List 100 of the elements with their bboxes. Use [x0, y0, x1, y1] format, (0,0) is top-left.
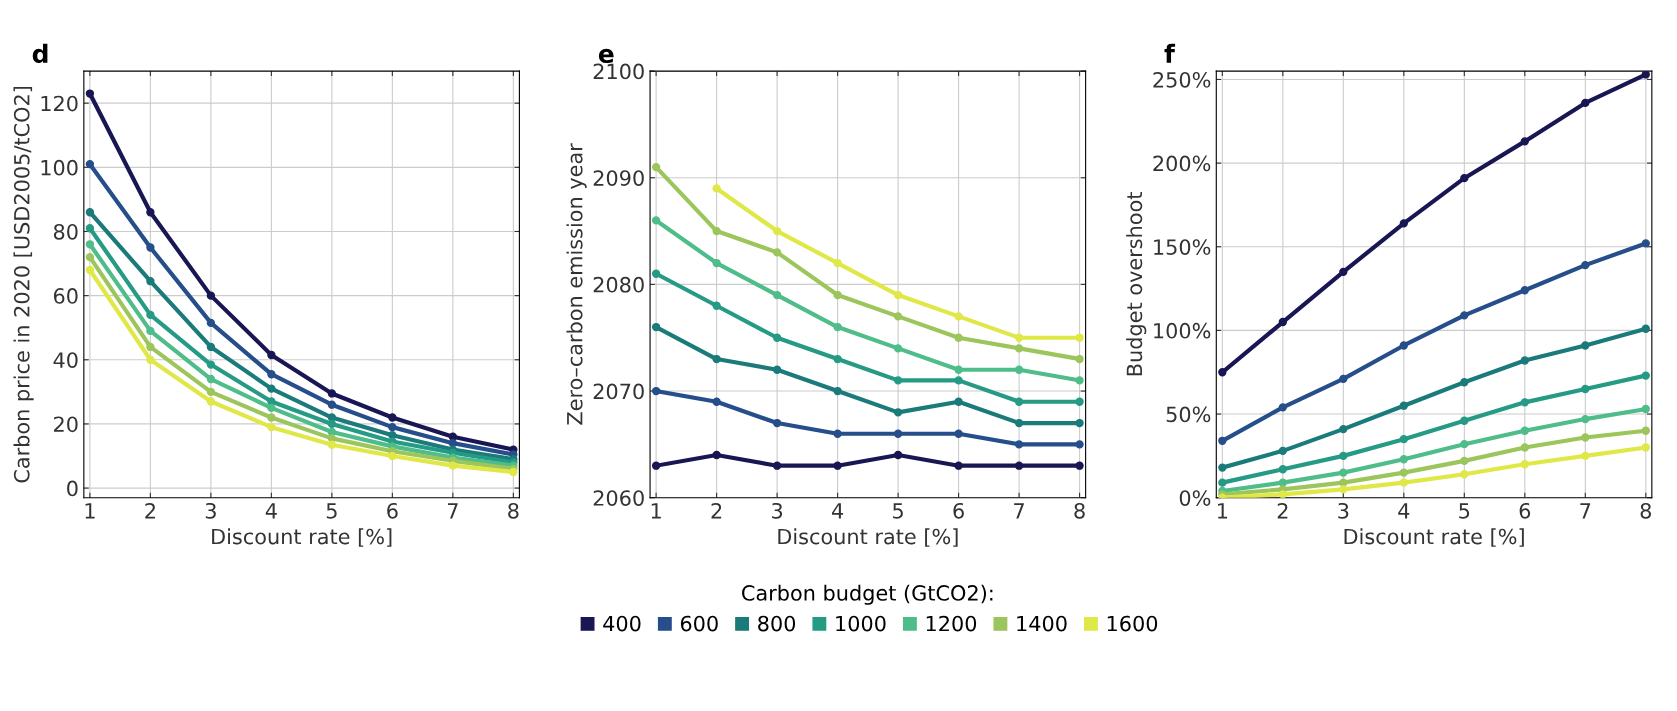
y-tick-label: 200% — [1153, 155, 1211, 172]
point — [712, 450, 721, 460]
x-tick-label: 7 — [1014, 503, 1024, 519]
x-axis-title: Discount rate [%] — [212, 528, 392, 547]
point — [893, 290, 903, 300]
x-tick-label: 1 — [651, 503, 661, 519]
point — [1460, 416, 1469, 425]
point — [1520, 443, 1529, 452]
point — [772, 418, 782, 428]
point — [1520, 286, 1529, 295]
point — [893, 450, 903, 460]
point — [1339, 485, 1348, 494]
y-tick-label: 2060 — [593, 490, 644, 506]
point — [772, 226, 782, 236]
point — [712, 397, 721, 406]
x-tick-label: 3 — [1338, 502, 1349, 519]
point — [954, 397, 963, 406]
point — [1641, 371, 1650, 380]
point — [1641, 239, 1650, 248]
point — [388, 430, 397, 440]
legend-title: Carbon budget (GtCO2): — [742, 584, 993, 605]
point — [712, 184, 721, 193]
x-tick-label: 5 — [326, 503, 337, 519]
point — [1460, 378, 1469, 387]
x-tick-label: 5 — [893, 503, 903, 519]
point — [772, 290, 782, 300]
point — [954, 365, 963, 374]
point — [954, 461, 963, 470]
point — [893, 408, 903, 417]
x-tick-label: 4 — [265, 503, 277, 519]
x-tick-label: 5 — [1459, 503, 1470, 519]
x-tick-label: 7 — [1580, 503, 1591, 519]
point — [1460, 456, 1469, 466]
point — [509, 467, 518, 477]
point — [651, 269, 661, 278]
point — [267, 384, 276, 393]
point — [1014, 333, 1024, 342]
point — [1399, 341, 1408, 350]
point — [146, 342, 155, 352]
point — [954, 376, 963, 385]
y-tick-label: 2100 — [593, 63, 644, 80]
point — [1581, 260, 1590, 270]
point — [206, 342, 216, 352]
x-tick-label: 2 — [145, 502, 155, 519]
point — [146, 326, 155, 336]
point — [85, 224, 95, 233]
point — [1339, 267, 1348, 277]
point — [1581, 98, 1590, 108]
point — [1581, 384, 1590, 394]
point — [772, 365, 782, 374]
point — [85, 159, 95, 169]
point — [146, 208, 155, 217]
point — [1399, 401, 1408, 410]
point — [85, 89, 95, 98]
point — [1520, 356, 1529, 365]
point — [1399, 478, 1408, 487]
point — [388, 413, 397, 422]
point — [712, 354, 721, 364]
point — [651, 386, 661, 396]
point — [651, 216, 661, 225]
y-tick-label: 40 — [53, 352, 78, 368]
point — [1399, 219, 1408, 228]
point — [651, 322, 661, 332]
point — [1075, 418, 1084, 428]
point — [1460, 439, 1469, 449]
x-tick-label: 1 — [85, 503, 95, 519]
point — [267, 422, 276, 432]
point — [1218, 436, 1227, 445]
point — [1075, 461, 1084, 470]
y-axis-title: Budget overshoot — [1126, 192, 1147, 376]
point — [448, 461, 458, 470]
chart-title: f — [1164, 43, 1176, 63]
point — [1460, 174, 1469, 183]
point — [448, 439, 458, 448]
point — [1399, 455, 1408, 464]
point — [1581, 341, 1590, 350]
point — [833, 322, 842, 332]
legend-label: 1000 — [836, 615, 886, 632]
point — [1075, 376, 1084, 385]
point — [1399, 434, 1408, 444]
point — [206, 360, 216, 369]
point — [1075, 333, 1084, 342]
point — [1520, 460, 1529, 469]
point — [772, 333, 782, 342]
point — [954, 429, 963, 438]
point — [1399, 468, 1408, 477]
legend-label: 1600 — [1107, 615, 1158, 632]
point — [1014, 440, 1024, 449]
point — [651, 162, 661, 172]
point — [267, 403, 276, 413]
point — [954, 333, 963, 342]
point — [712, 226, 721, 236]
point — [146, 355, 155, 364]
point — [206, 318, 216, 328]
point — [833, 258, 842, 268]
legend-label: 800 — [758, 615, 796, 632]
point — [712, 301, 721, 310]
y-tick-label: 60 — [53, 288, 78, 304]
x-tick-label: 6 — [953, 502, 964, 519]
point — [893, 344, 903, 353]
